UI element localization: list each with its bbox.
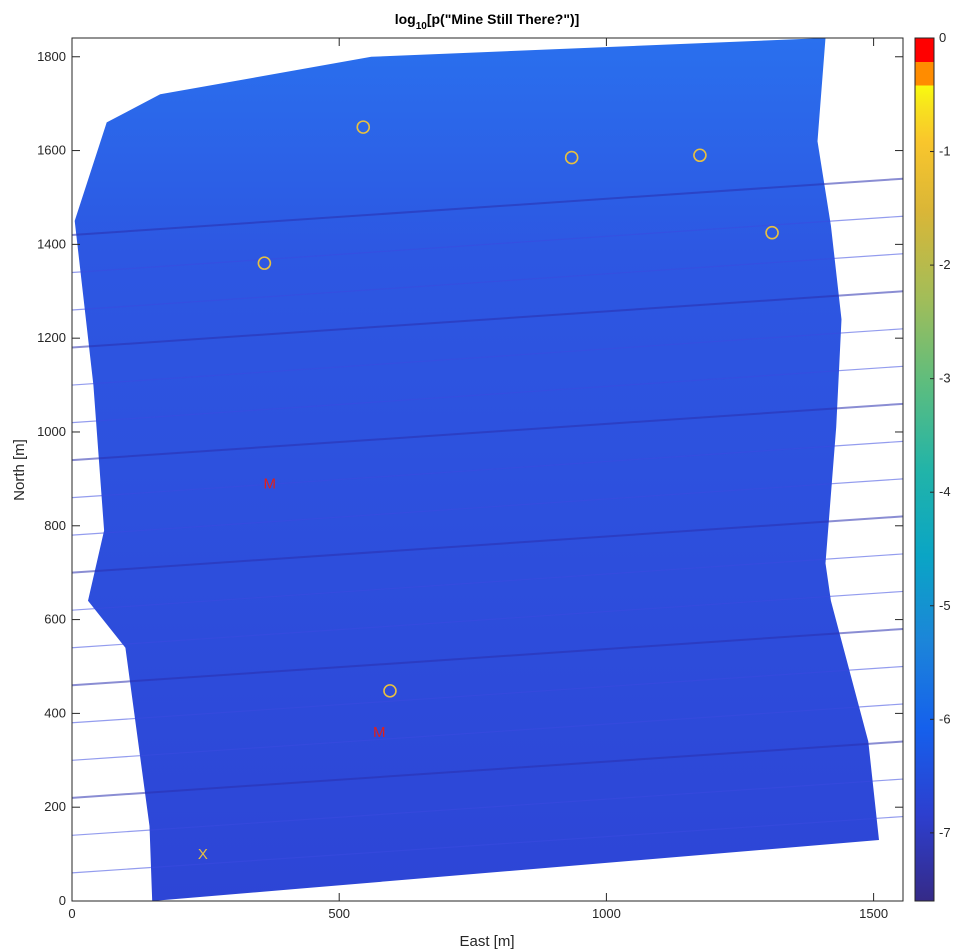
x-tick-label: 1000 [592,906,621,921]
plot-frame [71,37,904,902]
title-suffix: [p("Mine Still There?")] [427,11,580,27]
swath-line [72,253,903,311]
y-tick-label: 1200 [37,330,66,345]
swath-line [72,740,903,799]
swath-line [72,515,903,574]
swath-line [72,778,903,836]
swath-line [72,478,903,536]
marker-circle [383,684,397,698]
colorbar [914,37,935,902]
y-axis-label: North [m] [11,439,28,501]
swath-line [72,328,903,386]
marker-m: M [263,476,276,493]
colorbar-tick-label: 0 [939,30,946,45]
colorbar-tick-label: -2 [939,257,951,272]
y-tick-label: 1000 [37,424,66,439]
swath-line [72,553,903,611]
title-subscript: 10 [416,21,428,32]
swath-line [72,703,903,761]
survey-field [74,38,879,901]
x-tick-label: 500 [328,906,350,921]
survey-swath-lines [72,177,903,874]
swath-line [72,440,903,499]
swath-line [72,815,903,874]
title-prefix: log [395,11,416,27]
colorbar-tick-label: -4 [939,484,951,499]
x-tick-label: 0 [68,906,75,921]
marker-circle [356,120,371,134]
marker-x: X [198,846,208,863]
swath-line [72,402,903,462]
y-tick-label: 800 [44,518,66,533]
swath-line [72,290,903,349]
x-axis-label: East [m] [459,933,514,950]
y-tick-label: 600 [44,612,66,627]
markers: M M X [198,120,779,863]
swath-line [72,627,903,687]
swath-line [72,215,903,274]
y-axis: 0 200 400 600 800 1000 1200 1400 1600 1800 [37,49,903,908]
marker-circle [564,150,579,165]
colorbar-tick-label: -1 [939,144,951,159]
chart-title: log10[p("Mine Still There?")] [395,11,580,32]
marker-m: M [373,724,386,741]
marker-circle [693,148,707,163]
y-tick-label: 200 [44,799,66,814]
y-tick-label: 1800 [37,49,66,64]
y-tick-label: 0 [59,893,66,908]
x-axis: 0 500 1000 1500 [68,38,888,921]
colorbar-tick-label: -5 [939,598,951,613]
colorbar-ticks: 0 -1 -2 -3 -4 -5 -6 -7 [930,30,951,840]
x-tick-label: 1500 [859,906,888,921]
colorbar-tick-label: -3 [939,371,951,386]
swath-line [72,177,903,236]
y-tick-label: 1400 [37,236,66,251]
marker-circle [257,256,272,270]
marker-circle [765,225,779,240]
swath-line [72,590,903,649]
y-tick-label: 1600 [37,143,66,158]
y-tick-label: 400 [44,705,66,720]
swath-line [72,665,903,724]
colorbar-tick-label: -6 [939,711,951,726]
colorbar-tick-label: -7 [939,825,951,840]
swath-line [72,365,903,424]
